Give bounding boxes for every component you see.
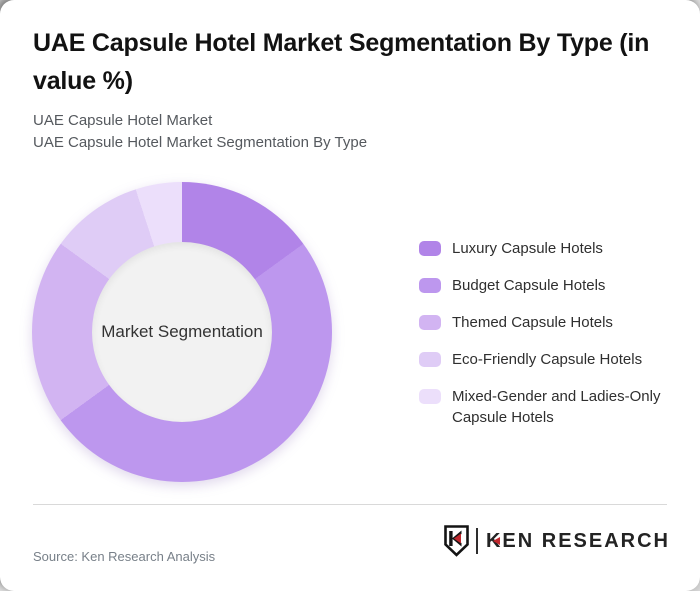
donut-chart: Market Segmentation — [32, 182, 332, 482]
legend-swatch — [419, 352, 441, 367]
legend-item: Luxury Capsule Hotels — [419, 238, 685, 259]
chart-subtitle: UAE Capsule Hotel Market UAE Capsule Hot… — [33, 110, 633, 154]
subtitle-line-2: UAE Capsule Hotel Market Segmentation By… — [33, 134, 368, 151]
legend-label: Mixed-Gender and Ladies-Only Capsule Hot… — [452, 388, 661, 426]
legend-item: Themed Capsule Hotels — [419, 312, 685, 333]
legend-swatch — [419, 389, 441, 404]
chart-title: UAE Capsule Hotel Market Segmentation By… — [33, 29, 650, 95]
ken-research-shield-k-icon — [444, 525, 469, 557]
ken-research-logo: KEN RESEARCH — [443, 525, 670, 557]
legend-swatch — [419, 278, 441, 293]
legend-swatch — [419, 241, 441, 256]
legend-label: Luxury Capsule Hotels — [452, 240, 603, 257]
legend-label: Themed Capsule Hotels — [452, 314, 613, 331]
footer-divider — [33, 504, 667, 505]
donut-hole: Market Segmentation — [92, 242, 272, 422]
legend-swatch — [419, 315, 441, 330]
logo-text: KEN RESEARCH — [485, 529, 670, 552]
logo-separator — [475, 528, 478, 554]
donut-center-label: Market Segmentation — [101, 322, 263, 341]
chart-legend: Luxury Capsule Hotels Budget Capsule Hote… — [419, 238, 685, 428]
subtitle-line-1: UAE Capsule Hotel Market — [33, 112, 213, 129]
legend-label: Eco-Friendly Capsule Hotels — [452, 351, 643, 368]
legend-item: Eco-Friendly Capsule Hotels — [419, 349, 685, 370]
legend-item: Budget Capsule Hotels — [419, 275, 685, 296]
logo-text-wrap: KEN RESEARCH — [486, 530, 670, 553]
logo-k-red-triangle-icon — [492, 537, 500, 545]
source-note: Source: Ken Research Analysis — [33, 549, 216, 564]
legend-item: Mixed-Gender and Ladies-Only Capsule Hot… — [419, 386, 685, 428]
legend-label: Budget Capsule Hotels — [452, 277, 606, 294]
